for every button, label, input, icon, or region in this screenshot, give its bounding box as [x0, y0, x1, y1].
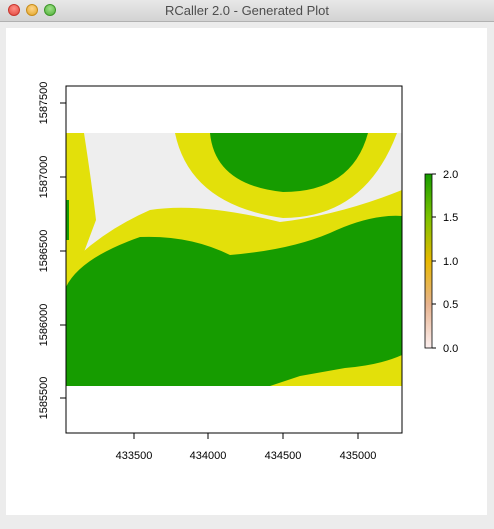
core-area-north [210, 133, 368, 192]
window-title: RCaller 2.0 - Generated Plot [164, 3, 330, 18]
legend-tick-label: 1.5 [443, 212, 458, 224]
buffer-band-west [66, 133, 96, 300]
minimize-window-button[interactable] [26, 4, 38, 16]
y-tick-label: 1585500 [38, 377, 50, 420]
title-bar[interactable]: RCaller 2.0 - Generated Plot [0, 0, 494, 22]
x-tick-label: 435000 [340, 450, 377, 462]
y-tick-label: 1587500 [38, 82, 50, 125]
legend-color-bar [424, 173, 433, 349]
x-tick-label: 433500 [116, 450, 153, 462]
raster-image [66, 133, 402, 386]
y-tick-label: 1586500 [38, 230, 50, 273]
legend-tick-label: 1.0 [443, 256, 458, 268]
raster-plot: 433500 434000 434500 435000 1585500 1586… [38, 82, 458, 462]
color-legend: 2.0 1.5 1.0 0.5 0.0 [424, 169, 458, 355]
x-tick-label: 434000 [190, 450, 227, 462]
legend-tick-label: 2.0 [443, 169, 458, 181]
legend-tick-label: 0.0 [443, 343, 458, 355]
y-tick-label: 1586000 [38, 304, 50, 347]
zoom-window-button[interactable] [44, 4, 56, 16]
x-tick-label: 434500 [265, 450, 302, 462]
close-window-button[interactable] [8, 4, 20, 16]
core-area-south [66, 215, 402, 386]
x-axis: 433500 434000 434500 435000 [66, 432, 402, 462]
core-area-west-edge [66, 200, 69, 240]
legend-tick-label: 0.5 [443, 299, 458, 311]
y-tick-label: 1587000 [38, 156, 50, 199]
y-axis: 1585500 1586000 1586500 1587000 1587500 [38, 82, 67, 433]
plot-canvas: 433500 434000 434500 435000 1585500 1586… [6, 28, 487, 515]
